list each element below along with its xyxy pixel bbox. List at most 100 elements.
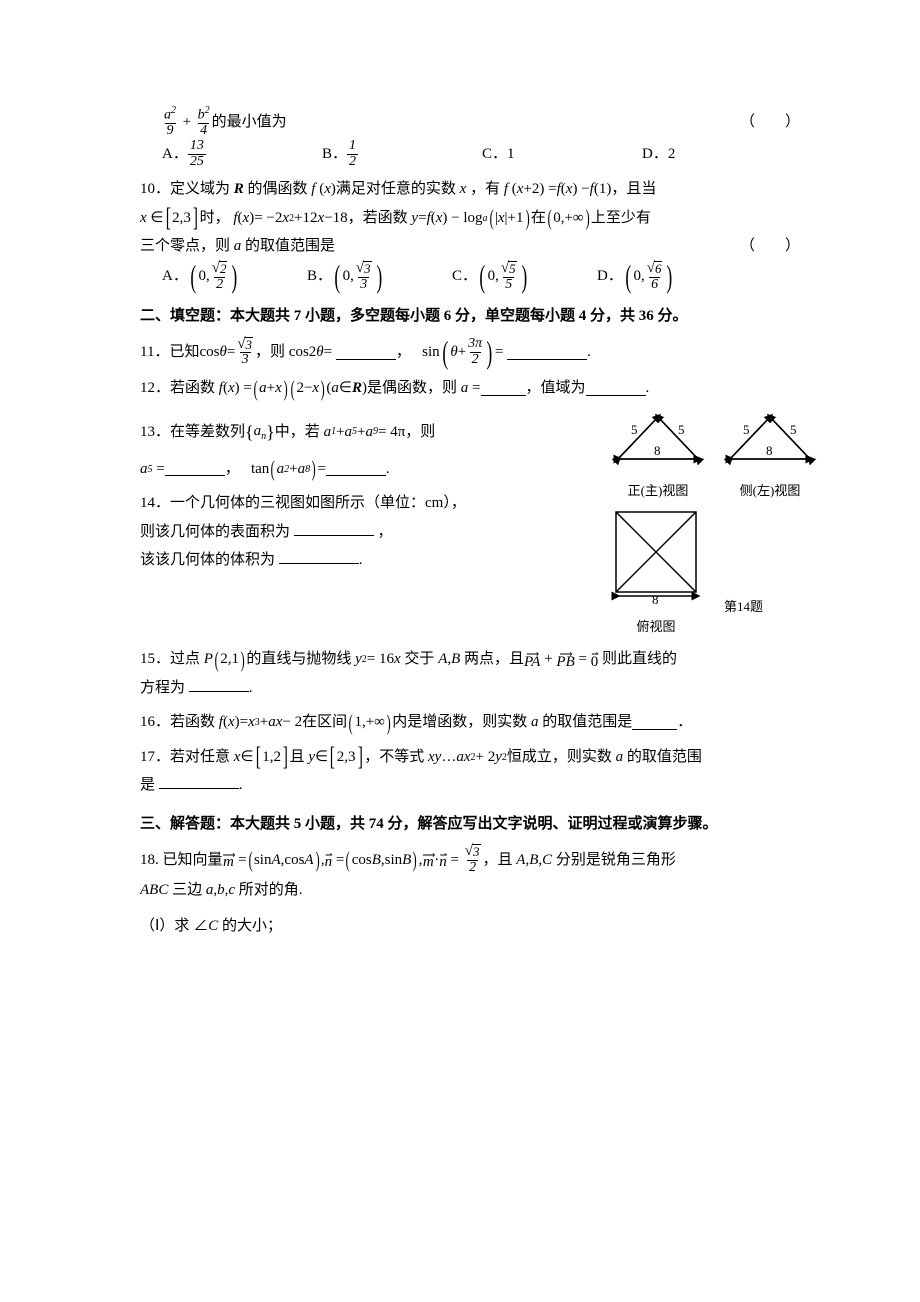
- text: ，若函数: [348, 204, 408, 233]
- text: 方程为: [140, 680, 185, 696]
- text: 该该几何体的体积为: [140, 552, 275, 568]
- text: =: [317, 455, 325, 484]
- text: 13．在等差数列: [140, 418, 245, 447]
- blank[interactable]: [159, 775, 239, 790]
- q9-opt-b[interactable]: B． 12: [322, 139, 482, 169]
- frac-a2-9: a29: [162, 106, 178, 139]
- view-label: 正(主)视图: [608, 479, 708, 504]
- figure-caption: 第14题: [724, 595, 763, 640]
- q10-opt-b[interactable]: B． (0, √33 ): [307, 261, 452, 292]
- opt-label: B．: [322, 140, 347, 169]
- blank[interactable]: [481, 381, 526, 396]
- side-view: 5 5 8 侧(左)视图: [720, 409, 820, 504]
- q9-expr-row: a29 + b24 的最小值为 （ ）: [140, 106, 820, 139]
- text: ，且: [483, 846, 513, 875]
- question-11: 11．已知 cosθ= √33 ，则 cos2θ = ， sin(θ+ 3π2 …: [140, 337, 820, 368]
- text: 时，: [200, 204, 230, 233]
- text: 12．若函数: [140, 374, 215, 403]
- text: ，且当: [611, 175, 656, 204]
- triangle-front-icon: 5 5 8: [608, 409, 708, 469]
- blank[interactable]: [507, 345, 587, 360]
- text: （Ⅰ）求: [140, 918, 189, 934]
- text: =: [156, 455, 164, 484]
- opt-label: A．: [162, 262, 188, 291]
- blank[interactable]: [279, 550, 359, 565]
- text: ，值域为: [526, 374, 586, 403]
- q9-opt-a[interactable]: A． 1325: [162, 139, 322, 169]
- svg-text:5: 5: [631, 422, 638, 437]
- blank[interactable]: [336, 345, 396, 360]
- q10-opt-a[interactable]: A． (0, √22 ): [162, 261, 307, 292]
- q10-paren: （ ）: [740, 232, 800, 261]
- text: 三边: [172, 876, 202, 905]
- text: ，不等式: [364, 743, 424, 772]
- q10-opt-c[interactable]: C． (0, √55 ): [452, 261, 597, 292]
- q10-options: A． (0, √22 ) B． (0, √33 ) C． (0, √55 ) D…: [140, 261, 820, 292]
- q9-opt-d[interactable]: D．2: [642, 139, 802, 169]
- question-14: 14．一个几何体的三视图如图所示（单位：cm）， 则该几何体的表面积为 ， 该该…: [140, 489, 600, 575]
- text: 10．定义域为: [140, 175, 230, 204]
- text: 是偶函数，则: [367, 374, 457, 403]
- blank[interactable]: [189, 677, 249, 692]
- text: 14．一个几何体的三视图如图所示（单位：cm），: [140, 489, 600, 518]
- text: 17．若对任意: [140, 743, 230, 772]
- text: =: [495, 338, 503, 367]
- text: 11．已知: [140, 338, 199, 367]
- svg-text:8: 8: [652, 592, 659, 604]
- q9-tail: 的最小值为: [212, 108, 287, 137]
- frac-b2-4: b24: [196, 106, 212, 139]
- opt-label: C．: [452, 262, 477, 291]
- q9-opt-c[interactable]: C．1: [482, 139, 642, 169]
- square-top-icon: 8: [608, 508, 704, 604]
- question-9: a29 + b24 的最小值为 （ ） A． 1325 B． 12 C．1 D．…: [140, 106, 820, 169]
- blank[interactable]: [165, 462, 225, 477]
- question-13: 13．在等差数列 {an} 中，若 a1 + a5 + a9 = 4π ，则: [140, 415, 600, 449]
- blank[interactable]: [326, 462, 386, 477]
- question-17: 17．若对任意 x∈[1,2] 且 y∈[2,3] ，不等式 xy…ax2 + …: [140, 743, 820, 800]
- view-label: 侧(左)视图: [720, 479, 820, 504]
- text: 在: [531, 204, 546, 233]
- q10-opt-d[interactable]: D． (0, √66 ): [597, 261, 742, 292]
- question-13b: a5 = ， tan(a2+a8) = .: [140, 455, 600, 484]
- text: 的取值范围: [627, 743, 702, 772]
- text: 的取值范围是: [245, 232, 335, 261]
- text: 15．过点: [140, 645, 200, 674]
- blank[interactable]: [294, 521, 374, 536]
- view-label: 俯视图: [608, 615, 704, 640]
- text: 两点，且: [464, 645, 524, 674]
- text: ，: [396, 338, 411, 367]
- text: =: [324, 338, 332, 367]
- text: 上至少有: [591, 204, 651, 233]
- text: ，则: [255, 338, 285, 367]
- q9-options: A． 1325 B． 12 C．1 D．2: [140, 139, 820, 169]
- text: 在区间: [302, 708, 347, 737]
- front-view: 5 5 8 正(主)视图: [608, 409, 708, 504]
- text: 的偶函数: [248, 175, 308, 204]
- text: 16．若函数: [140, 708, 215, 737]
- question-12: 12．若函数 f(x) = (a+x)(2−x)(a∈R) 是偶函数，则 a =…: [140, 374, 820, 403]
- text: ，: [225, 455, 240, 484]
- figure-14: 5 5 8 正(主)视图 5 5 8 侧(左)视图: [608, 409, 820, 640]
- svg-text:5: 5: [678, 422, 685, 437]
- question-15: 15．过点 P(2,1) 的直线与抛物线 y2 = 16x 交于 A,B 两点，…: [140, 645, 820, 702]
- svg-text:8: 8: [766, 443, 773, 458]
- text: 内是增函数，则实数: [392, 708, 527, 737]
- question-18: 18. 已知向量 ⟶m =(sinA,cosA), ⇀n =(cosB,sinB…: [140, 844, 820, 940]
- question-10: 10．定义域为 R 的偶函数 f (x) 满足对任意的实数 x ，有 f (x+…: [140, 175, 820, 292]
- opt-label: A．: [162, 140, 188, 169]
- section-3-heading: 三、解答题：本大题共 5 小题，共 74 分，解答应写出文字说明、证明过程或演算…: [140, 810, 820, 839]
- text: 是: [140, 777, 155, 793]
- blank[interactable]: [586, 381, 646, 396]
- text: 三个零点，则: [140, 232, 230, 261]
- text: 中，若: [275, 418, 320, 447]
- text: ．: [677, 708, 692, 737]
- opt-label: B．: [307, 262, 332, 291]
- question-16: 16．若函数 f(x)=x3 + ax − 2 在区间 (1,+∞) 内是增函数…: [140, 708, 820, 737]
- text: 的大小；: [222, 918, 282, 934]
- blank[interactable]: [632, 715, 677, 730]
- text: 交于: [404, 645, 434, 674]
- text: 恒成立，则实数: [507, 743, 612, 772]
- text: ，有: [470, 175, 500, 204]
- text: 分别是锐角三角形: [556, 846, 676, 875]
- text: 则该几何体的表面积为: [140, 524, 290, 540]
